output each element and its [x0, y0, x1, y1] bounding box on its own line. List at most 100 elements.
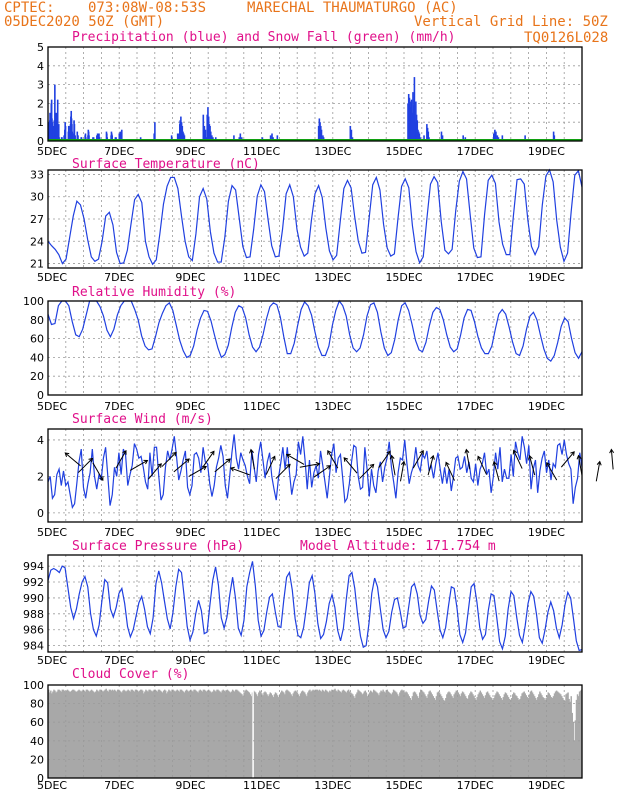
wind-arrow [249, 448, 255, 470]
x-tick-label: 17DEC [457, 145, 494, 158]
cloud-bar [551, 698, 554, 778]
cloud-bar [454, 692, 456, 778]
cloud-bar [167, 691, 169, 778]
cloud-bar [245, 689, 247, 778]
cloud-bar [487, 693, 490, 778]
precip-bar [233, 135, 235, 141]
cloud-bar [509, 699, 512, 778]
cloud-bar [505, 693, 508, 778]
cloud-bar [375, 691, 377, 778]
cloud-bar [520, 696, 522, 778]
cloud-bar [401, 689, 403, 778]
wind-arrow [595, 460, 602, 482]
cloud-bar [270, 693, 273, 778]
cloud-bar [346, 690, 349, 778]
cloud-bar [276, 695, 279, 778]
cloud-bar [219, 691, 221, 778]
cloud-bar [331, 689, 333, 778]
cloud-bar [101, 690, 103, 778]
cloud-bar [282, 691, 284, 778]
y-tick-label: 80 [30, 698, 44, 711]
cloud-bar [216, 689, 218, 778]
cloud-bar [191, 690, 193, 778]
header-grid-note: Vertical Grid Line: 50Z [414, 14, 608, 30]
x-tick-label: 5DEC [37, 145, 67, 158]
cloud-bar [463, 694, 466, 778]
cloud-bar [144, 691, 146, 778]
x-tick-label: 15DEC [385, 145, 422, 158]
cloud-bar [546, 695, 548, 778]
cloud-bar [479, 690, 482, 778]
cloud-bar [286, 689, 288, 778]
cloud-bar [566, 693, 568, 778]
cloud-bar [343, 690, 346, 778]
cloud-bar [576, 694, 579, 778]
cloud-bar [215, 691, 217, 778]
cloud-bar [458, 694, 461, 778]
cloud-bar [459, 696, 462, 778]
cloud-bar [395, 692, 398, 778]
cloud-bar [184, 690, 187, 778]
cloud-bar [195, 690, 197, 778]
y-tick-label: 3 [37, 79, 44, 92]
cloud-bar [70, 690, 73, 778]
cloud-bar [405, 691, 407, 778]
x-tick-label: 9DEC [175, 400, 205, 413]
cloud-bar [528, 694, 531, 778]
cloud-bar [189, 690, 191, 778]
cloud-bar [200, 690, 203, 778]
cloud-bar [287, 690, 289, 778]
cloud-bar [485, 692, 488, 778]
cloud-bar [436, 692, 439, 778]
precip-bar [413, 77, 416, 141]
precip-bar [88, 135, 90, 141]
cloud-bar [315, 689, 317, 778]
cloud-bar [246, 690, 248, 778]
cloud-bar [125, 691, 127, 778]
cloud-bar [211, 692, 213, 778]
cloud-bar [522, 692, 524, 778]
y-tick-label: 2 [37, 470, 44, 483]
x-tick-label: 11DEC [243, 526, 280, 539]
header-station: MARECHAL THAUMATURGO (AC) [247, 0, 458, 16]
header-run: 05DEC2020 50Z (GMT) [4, 14, 164, 30]
cloud-bar [539, 691, 541, 778]
y-tick-label: 990 [23, 592, 44, 605]
panel-title: Surface Temperature (nC) [72, 157, 260, 172]
x-tick-label: 19DEC [528, 779, 565, 792]
cloud-bar [482, 696, 485, 778]
y-tick-label: 2 [37, 97, 44, 110]
cloud-bar [492, 699, 494, 778]
cloud-bar [57, 689, 59, 778]
precip-bar [524, 135, 526, 141]
precip-bar [118, 133, 121, 141]
cloud-bar [498, 694, 500, 778]
cloud-bar [353, 696, 355, 778]
cloud-bar [133, 691, 136, 778]
cloud-bar [329, 690, 331, 778]
cloud-bar [537, 697, 539, 778]
cloud-bar [471, 692, 473, 778]
y-tick-label: 30 [30, 191, 44, 204]
x-tick-label: 9DEC [175, 526, 205, 539]
precip-bar [209, 131, 212, 141]
cloud-bar [462, 692, 465, 778]
cloud-bar [103, 690, 105, 778]
x-tick-label: 9DEC [175, 145, 205, 158]
precip-bar [418, 133, 421, 141]
cloud-bar [81, 690, 83, 778]
cloud-bar [141, 689, 143, 778]
cloud-bar [222, 689, 224, 778]
cloud-bar [238, 691, 240, 778]
cloud-bar [202, 689, 205, 778]
cloud-bar [545, 698, 547, 778]
cloud-bar [544, 699, 546, 778]
cloud-bar [502, 697, 505, 778]
x-tick-label: 9DEC [175, 271, 205, 284]
precip-bar [202, 114, 205, 141]
wind-arrow [389, 454, 396, 476]
panel-title: Precipitation (blue) and Snow Fall (gree… [72, 30, 456, 45]
wind-arrow [77, 457, 94, 473]
cloud-bar [530, 690, 533, 778]
cloud-bar [402, 690, 404, 778]
